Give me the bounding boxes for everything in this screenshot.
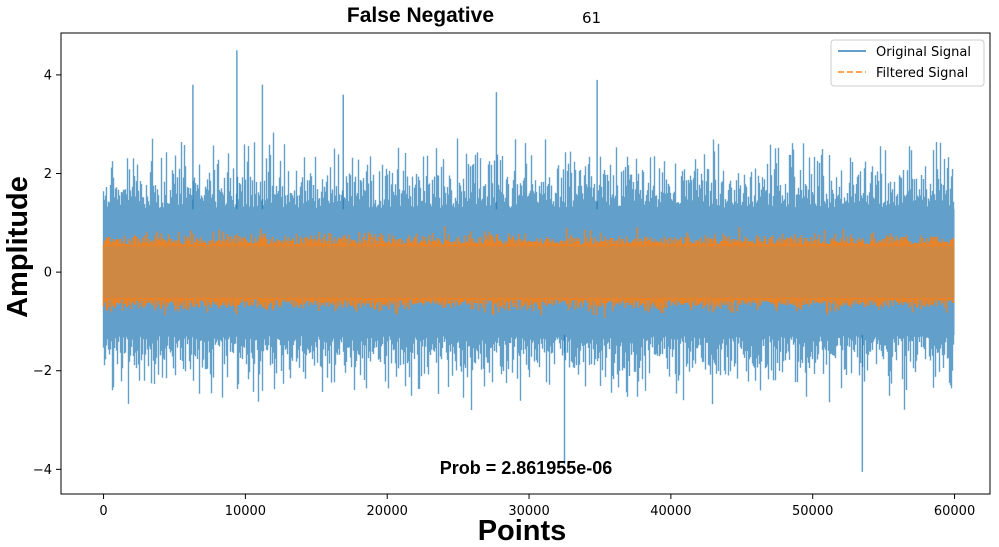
y-tick-label: 0 bbox=[44, 266, 52, 281]
x-tick-label: 50000 bbox=[792, 504, 833, 519]
x-tick-label: 40000 bbox=[650, 504, 691, 519]
y-axis-ticks: −4 −2 0 2 4 bbox=[33, 68, 61, 478]
plot-frame bbox=[60, 32, 991, 495]
x-tick-label: 20000 bbox=[367, 504, 408, 519]
x-axis-ticks: 0 10000 20000 30000 40000 50000 60000 bbox=[99, 494, 975, 519]
legend-label-filtered: Filtered Signal bbox=[876, 66, 968, 81]
series-filtered-core-band bbox=[103, 246, 955, 298]
chart-title-suffix: 61 bbox=[582, 9, 601, 27]
legend: Original Signal Filtered Signal bbox=[830, 39, 985, 87]
x-tick-label: 10000 bbox=[225, 504, 266, 519]
chart-title: False Negative bbox=[347, 4, 494, 27]
y-tick-label: −4 bbox=[33, 463, 52, 478]
x-tick-label: 0 bbox=[99, 504, 107, 519]
y-tick-label: 4 bbox=[44, 68, 52, 83]
y-tick-label: 2 bbox=[44, 167, 52, 182]
y-tick-label: −2 bbox=[33, 364, 52, 379]
probability-annotation: Prob = 2.861955e-06 bbox=[440, 458, 613, 478]
legend-box bbox=[830, 39, 985, 87]
y-axis-label: Amplitude bbox=[2, 176, 34, 318]
x-axis-label: Points bbox=[478, 515, 567, 547]
series-layer bbox=[102, 50, 955, 472]
x-tick-label: 60000 bbox=[934, 504, 975, 519]
x-tick-label: 30000 bbox=[508, 504, 549, 519]
legend-label-original: Original Signal bbox=[876, 45, 971, 60]
